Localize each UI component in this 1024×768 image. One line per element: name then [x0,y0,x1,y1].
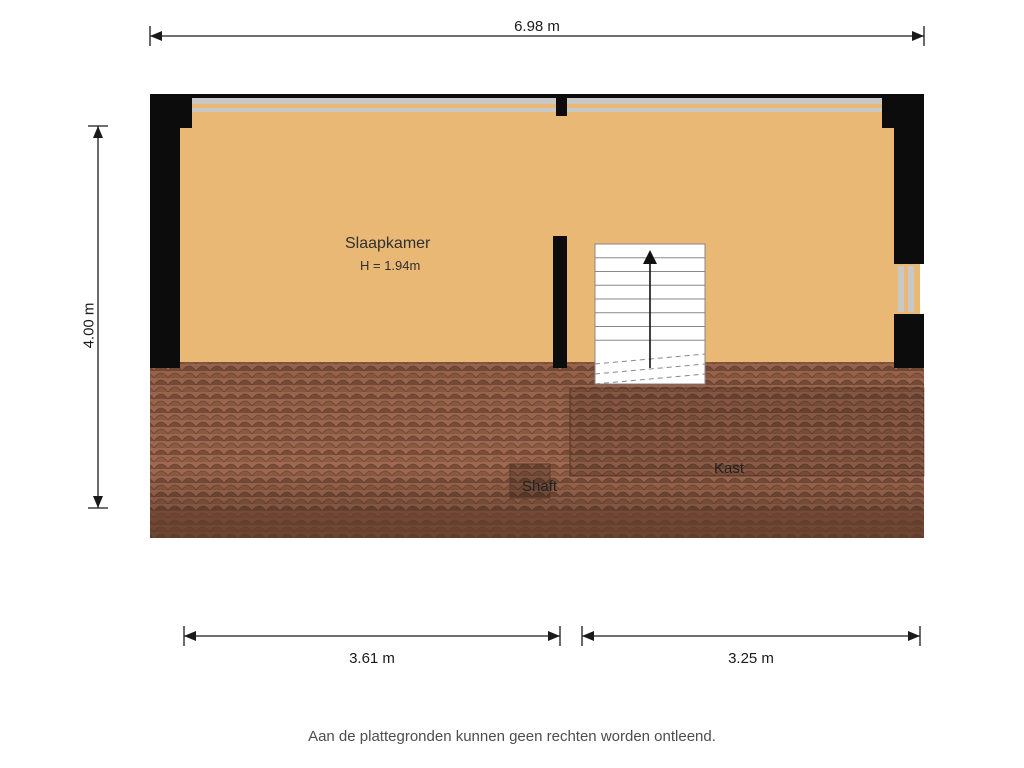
dim-bottom-left-label: 3.61 m [349,650,395,667]
dim-top-label: 6.98 m [514,18,560,35]
floorplan-canvas: 6.98 m 4.00 m 3.61 m 3.25 m Slaapkamer H… [0,0,1024,768]
floorplan-svg [0,0,1024,768]
zone-shaft-label: Shaft [522,478,557,495]
dim-bottom-right-label: 3.25 m [728,650,774,667]
room-bedroom-height: H = 1.94m [360,258,420,273]
dim-left-label: 4.00 m [80,303,97,349]
disclaimer-text: Aan de plattegronden kunnen geen rechten… [0,728,1024,745]
room-bedroom-label: Slaapkamer [345,235,430,253]
zone-kast-label: Kast [714,460,744,477]
